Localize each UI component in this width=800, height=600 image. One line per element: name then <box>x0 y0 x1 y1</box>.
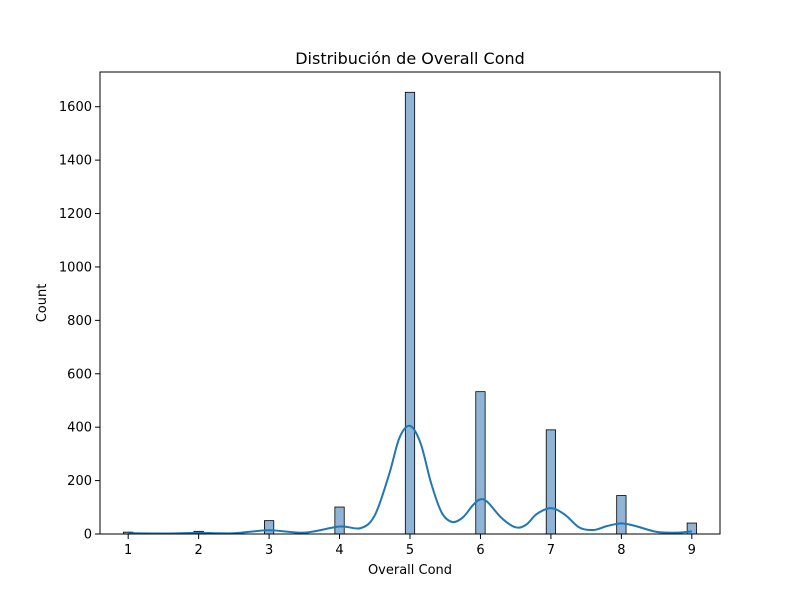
x-tick-label-8: 8 <box>617 543 625 558</box>
y-tick-label-400: 400 <box>67 421 92 436</box>
x-axis-label: Overall Cond <box>368 563 452 578</box>
histogram-bar-4 <box>334 506 345 535</box>
y-axis-label: Count <box>35 284 50 323</box>
histogram-bar-3 <box>264 520 275 535</box>
x-tick-label-7: 7 <box>547 543 555 558</box>
x-tick-label-9: 9 <box>688 543 696 558</box>
x-tick-label-6: 6 <box>476 543 484 558</box>
x-axis-ticks: 1 2 3 4 5 6 7 8 9 <box>124 534 696 558</box>
y-tick-label-1000: 1000 <box>59 260 92 275</box>
chart-title: Distribución de Overall Cond <box>295 49 525 68</box>
histogram-bar-8 <box>616 495 627 535</box>
y-tick-label-600: 600 <box>67 367 92 382</box>
y-tick-label-1200: 1200 <box>59 207 92 222</box>
kde-line <box>128 424 692 535</box>
x-tick-label-4: 4 <box>335 543 343 558</box>
x-tick-label-5: 5 <box>406 543 414 558</box>
y-tick-label-0: 0 <box>84 528 92 543</box>
x-tick-label-2: 2 <box>194 543 202 558</box>
y-tick-label-1400: 1400 <box>59 154 92 169</box>
y-axis-ticks: 0 200 400 600 800 1000 1200 1400 1600 <box>59 100 100 543</box>
y-tick-label-800: 800 <box>67 314 92 329</box>
x-tick-label-3: 3 <box>265 543 273 558</box>
y-tick-label-1600: 1600 <box>59 100 92 115</box>
histogram-bar-7 <box>545 429 556 535</box>
y-tick-label-200: 200 <box>67 474 92 489</box>
histogram-bar-6 <box>475 391 486 535</box>
histogram-bar-5 <box>404 91 416 535</box>
x-tick-label-1: 1 <box>124 543 132 558</box>
bars-group <box>123 91 697 535</box>
